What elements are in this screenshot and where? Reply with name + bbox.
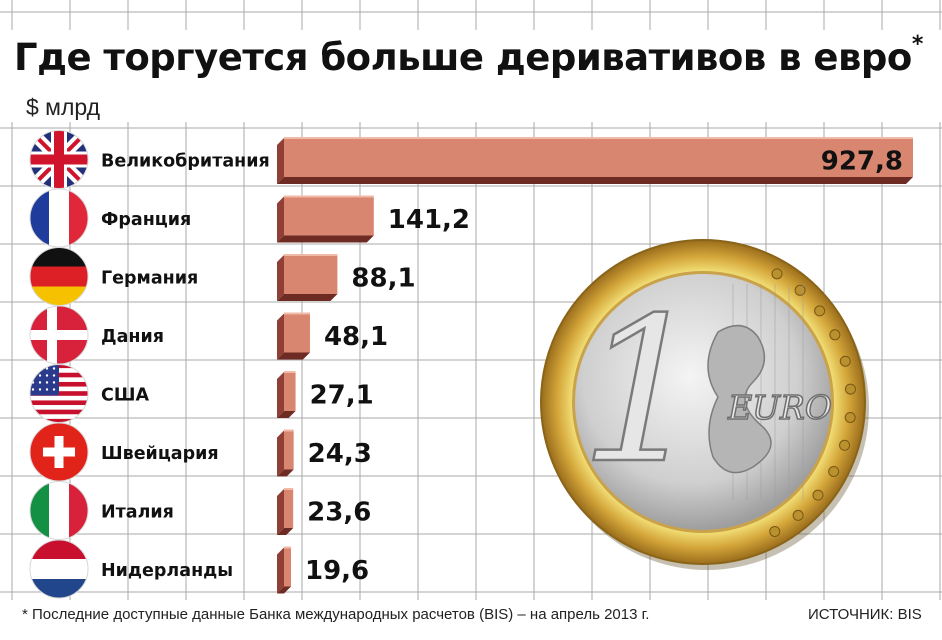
bar <box>277 195 374 243</box>
value-label: 141,2 <box>388 205 470 235</box>
category-label: Италия <box>101 503 174 523</box>
euro-coin-image: 1 EURO <box>540 239 869 570</box>
unit-label: $ млрд <box>26 94 101 120</box>
france-flag-icon <box>29 188 89 248</box>
bar <box>277 546 291 594</box>
value-label: 48,1 <box>324 322 388 352</box>
category-label: США <box>101 386 149 406</box>
bar <box>277 254 338 301</box>
category-label: Германия <box>101 269 198 289</box>
bar <box>277 312 310 360</box>
category-label: Великобритания <box>101 152 270 172</box>
bar <box>277 429 294 477</box>
category-label: Нидерланды <box>101 561 233 581</box>
netherlands-flag-icon <box>29 539 89 599</box>
usa-flag-icon <box>29 364 89 423</box>
source-label: ИСТОЧНИК: BIS <box>808 606 922 623</box>
coin-value: 1 <box>579 275 706 508</box>
italy-flag-icon <box>29 481 89 540</box>
value-label: 27,1 <box>310 381 374 411</box>
uk-flag-icon <box>29 130 89 189</box>
value-label: 88,1 <box>351 264 415 294</box>
germany-flag-icon <box>29 247 89 306</box>
value-label: 927,8 <box>821 147 903 177</box>
bar <box>277 371 296 418</box>
denmark-flag-icon <box>29 305 89 365</box>
value-label: 19,6 <box>305 556 369 586</box>
value-label: 23,6 <box>307 498 371 528</box>
switzerland-flag-icon <box>29 422 89 482</box>
coin-text: EURO <box>727 388 832 427</box>
footnote: * Последние доступные данные Банка между… <box>22 606 650 623</box>
category-label: Дания <box>101 327 164 347</box>
value-label: 24,3 <box>308 439 372 469</box>
category-label: Франция <box>101 210 191 230</box>
bar <box>277 137 913 184</box>
chart-title: Где торгуется больше деривативов в евро* <box>14 31 923 79</box>
title-footnote-mark: * <box>911 31 924 57</box>
category-label: Швейцария <box>101 444 219 464</box>
bar <box>277 488 294 535</box>
